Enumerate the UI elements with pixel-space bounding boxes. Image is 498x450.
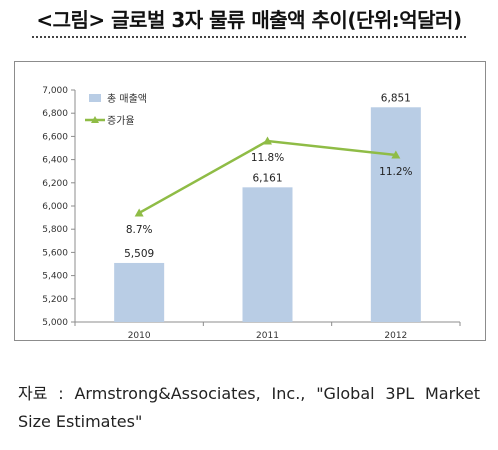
y-tick-label: 7,000 — [42, 86, 68, 96]
source-note: 자료 : Armstrong&Associates, Inc., "Global… — [18, 384, 480, 431]
y-tick-label: 6,800 — [42, 109, 68, 119]
y-tick-label: 6,000 — [42, 202, 68, 212]
growth-rate-data-label: 11.8% — [251, 152, 284, 164]
y-tick-label: 6,600 — [42, 132, 68, 142]
y-tick-label: 5,800 — [42, 225, 68, 235]
y-tick-label: 5,600 — [42, 248, 68, 258]
growth-rate-marker — [263, 136, 272, 145]
bar — [370, 107, 421, 322]
x-tick-label: 2012 — [384, 331, 407, 340]
legend-label: 총 매출액 — [107, 93, 147, 105]
growth-rate-data-label: 11.2% — [379, 166, 412, 178]
x-tick-label: 2011 — [256, 331, 279, 340]
y-tick-label: 5,400 — [42, 272, 68, 282]
bar — [242, 187, 293, 322]
y-tick-label: 5,200 — [42, 295, 68, 305]
chart-svg: 5,000 5,200 5,400 5,600 5,800 6,000 6,200 6,400… — [42, 86, 461, 340]
growth-rate-marker — [391, 150, 401, 159]
bar — [114, 262, 165, 322]
legend-line-marker — [91, 116, 99, 123]
legend-label: 증가율 — [107, 115, 135, 127]
bar-data-label: 6,161 — [252, 172, 282, 184]
growth-rate-data-label: 8.7% — [126, 224, 153, 236]
y-tick-label: 6,400 — [42, 156, 68, 166]
y-tick-label: 5,000 — [42, 318, 68, 328]
growth-rate-marker — [134, 208, 144, 217]
bar-data-label: 6,851 — [381, 92, 411, 104]
chart-title-wrap: <그림> 글로벌 3자 물류 매출액 추이(단위:억달러) — [0, 4, 498, 38]
chart-area: 5,000 5,200 5,400 5,600 5,800 6,000 6,200 6,400… — [14, 61, 486, 341]
bar-data-label: 5,509 — [124, 248, 154, 260]
x-tick-label: 2010 — [128, 331, 151, 340]
chart-title: <그림> 글로벌 3자 물류 매출액 추이(단위:억달러) — [32, 4, 466, 38]
legend-bar-swatch — [89, 94, 101, 102]
y-tick-label: 6,200 — [42, 179, 68, 189]
